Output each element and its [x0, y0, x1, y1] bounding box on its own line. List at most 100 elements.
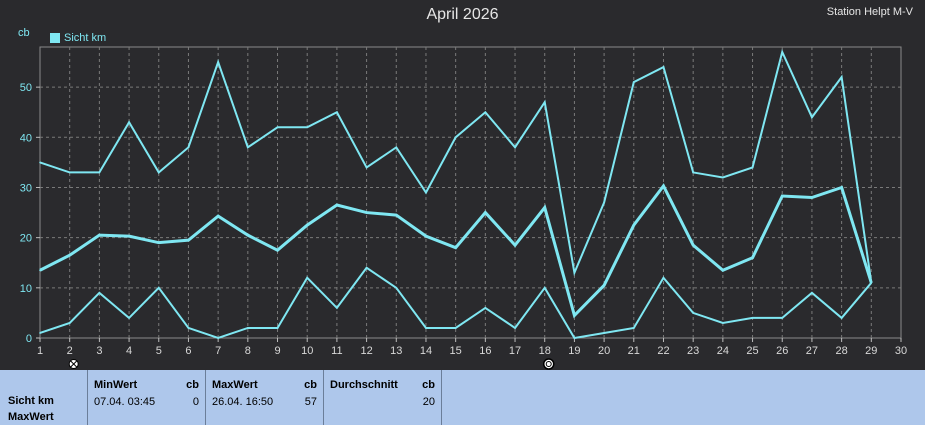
avg-unit: cb [422, 379, 435, 391]
y-tick-label: 50 [20, 82, 32, 94]
data-point-min [395, 287, 398, 289]
row-title: Sicht km [8, 395, 54, 407]
max-header: MaxWert [212, 379, 258, 391]
x-tick-label: 29 [865, 345, 877, 357]
x-tick-label: 19 [568, 345, 580, 357]
data-point-min [425, 327, 427, 329]
x-tick-label: 24 [717, 345, 729, 357]
data-point-avg [573, 314, 576, 317]
data-point-max [247, 146, 249, 149]
max-value: 57 [304, 396, 317, 408]
data-point-avg [128, 235, 130, 237]
data-point-avg [811, 196, 813, 199]
data-point-avg [336, 204, 338, 206]
data-point-min [128, 317, 130, 319]
data-point-avg [751, 256, 754, 259]
data-point-max [484, 111, 487, 114]
data-point-max [276, 126, 279, 129]
chart-area: 1 2 3 4 5 6 7 8 9 10 11 12 13 14 15 16 17 18 19 20 21 22 23 24 2… [18, 6, 913, 370]
x-tick-label: 1 [37, 345, 43, 357]
x-tick-label: 13 [390, 345, 402, 357]
y-tick-label: 0 [26, 333, 32, 345]
x-tick-label: 17 [509, 345, 521, 357]
data-point-max [336, 111, 338, 114]
data-point-avg [157, 241, 160, 244]
data-point-avg [840, 186, 843, 189]
data-point-min [247, 327, 249, 329]
y-tick-label: 10 [20, 283, 32, 295]
x-tick-label: 21 [628, 345, 640, 357]
data-point-min [187, 327, 190, 329]
data-point-min [306, 276, 309, 279]
data-point-avg [543, 206, 546, 209]
data-point-min [603, 332, 605, 334]
data-point-max [365, 166, 368, 169]
x-tick-label: 12 [360, 345, 372, 357]
x-tick-label: 30 [895, 345, 907, 357]
data-point-min [514, 327, 516, 329]
data-point-min [276, 327, 279, 329]
x-tick-label: 23 [687, 345, 699, 357]
station-name: Station Helpt M-V [826, 6, 913, 18]
data-point-max [751, 166, 754, 169]
data-point-max [781, 51, 784, 53]
data-point-avg [514, 244, 516, 246]
data-point-min [336, 307, 338, 309]
line-chart: 1 2 3 4 5 6 7 8 9 10 11 12 13 14 15 16 17 18 19 20 21 22 23 24 2… [20, 46, 907, 370]
avg-header: Durchschnitt [330, 379, 398, 391]
data-point-min [751, 317, 754, 319]
x-tick-label: 8 [245, 345, 251, 357]
data-point-min [39, 332, 41, 334]
legend-swatch [50, 33, 60, 43]
data-point-max [692, 171, 694, 174]
data-point-min [454, 327, 457, 329]
min-unit: cb [186, 379, 199, 391]
min-cell: MinWert cb 07.04. 03:45 0 [88, 370, 206, 425]
data-point-max [603, 201, 605, 204]
data-point-avg [662, 185, 665, 187]
y-tick-label: 40 [20, 132, 32, 144]
data-point-avg [68, 254, 71, 257]
data-point-avg [454, 246, 457, 249]
x-tick-label: 16 [479, 345, 491, 357]
avg-cell: Durchschnitt cb 20 [324, 370, 442, 425]
x-tick-label: 9 [274, 345, 280, 357]
max-unit: cb [304, 379, 317, 391]
min-time: 07.04. 03:45 [94, 396, 156, 408]
y-tick-label: 20 [20, 233, 32, 245]
data-point-max [217, 61, 219, 63]
data-point-max [662, 66, 665, 68]
data-point-min [98, 292, 101, 294]
data-point-max [306, 126, 309, 129]
data-point-min [484, 307, 487, 309]
data-point-max [454, 136, 457, 139]
x-tick-label: 28 [835, 345, 847, 357]
y-tick-label: 30 [20, 182, 32, 194]
data-point-max [39, 161, 41, 164]
stats-table: Sicht km MaxWert MinWert cb 07.04. 03:45… [0, 370, 925, 425]
plot-frame [39, 46, 902, 339]
x-tick-label: 11 [331, 345, 342, 357]
data-point-max [187, 146, 190, 149]
chart-title: April 2026 [426, 6, 499, 23]
data-point-max [395, 146, 398, 149]
data-point-min [543, 287, 546, 289]
full-moon-icon-ring [545, 361, 552, 367]
row-header-cell: Sicht km MaxWert [0, 370, 88, 425]
data-point-avg [187, 239, 190, 241]
x-tick-label: 14 [420, 345, 432, 357]
full-moon-icon [542, 358, 555, 370]
x-tick-label: 5 [156, 345, 162, 357]
data-point-max [632, 81, 635, 83]
row-subtitle: MaxWert [8, 411, 54, 423]
x-tick-label: 27 [806, 345, 818, 357]
data-point-max [573, 271, 576, 274]
min-header: MinWert [94, 379, 138, 391]
data-point-min [68, 322, 71, 324]
data-point-max [98, 171, 101, 174]
avg-value: 20 [422, 396, 435, 408]
data-point-max [840, 76, 843, 78]
x-tick-label: 20 [598, 345, 610, 357]
max-cell: MaxWert cb 26.04. 16:50 57 [206, 370, 324, 425]
data-point-avg [306, 224, 309, 226]
